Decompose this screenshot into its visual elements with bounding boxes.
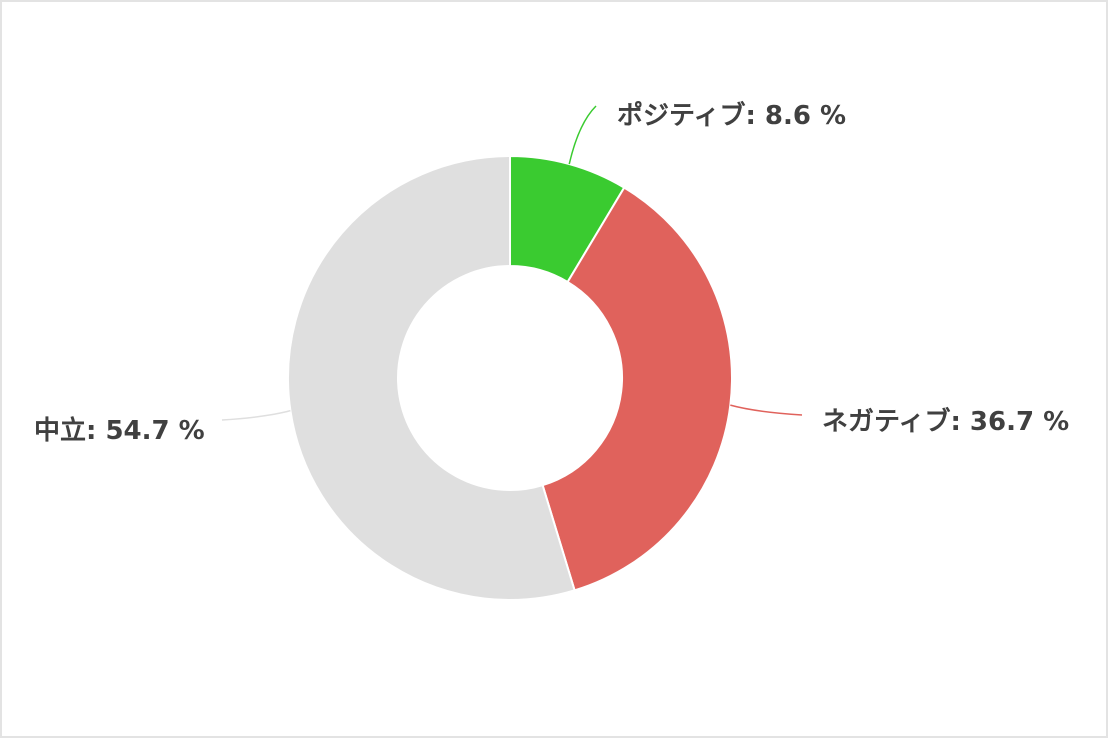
connector-neutral [221, 409, 291, 421]
connector-group [221, 105, 803, 421]
slice-label-positive: ポジティブ: 8.6 % [617, 100, 846, 131]
connector-positive [568, 105, 597, 165]
slice-neutral[interactable] [287, 154, 576, 601]
slice-negative[interactable] [541, 186, 733, 592]
slice-group [287, 154, 733, 601]
connector-negative [730, 404, 803, 416]
slice-label-neutral: 中立: 54.7 % [34, 415, 205, 446]
slice-label-negative: ネガティブ: 36.7 % [822, 406, 1069, 437]
